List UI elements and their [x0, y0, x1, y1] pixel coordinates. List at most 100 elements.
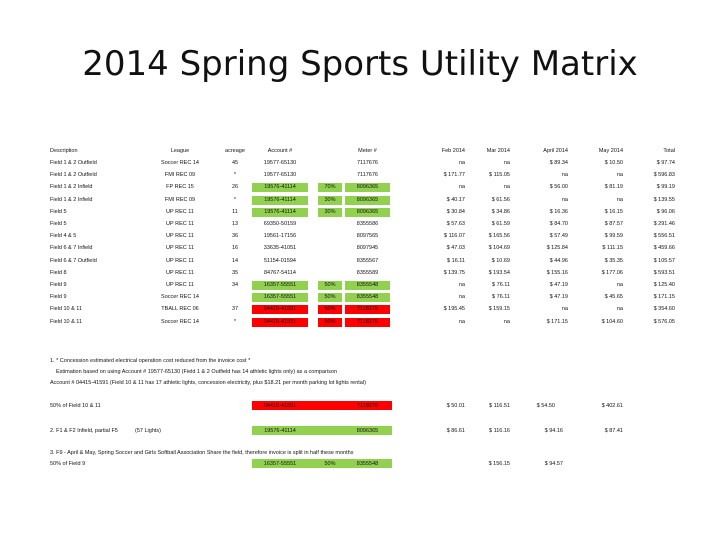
cell-may: $ 104.60 — [601, 318, 623, 325]
cell-league: Soccer REC 14 — [161, 318, 199, 325]
cell-feb: $ 171.77 — [443, 172, 465, 179]
cell-acct: 04415-41591 — [263, 306, 297, 313]
cell-apr: $ 47.19 — [549, 294, 568, 301]
cell-mar: $ 165.56 — [488, 233, 510, 240]
cell-meter: 7117676 — [356, 160, 378, 166]
cell-meter: 8355548 — [356, 294, 379, 301]
n2-total: $ 87.41 — [604, 428, 623, 434]
cell-apr: $ 89.34 — [549, 160, 568, 166]
highlight-pct — [318, 317, 342, 327]
cell-pct: 30% — [324, 196, 336, 203]
s3-acct: 16357-55551 — [263, 461, 297, 467]
cell-apr: na — [561, 172, 568, 179]
cell-acre: 26 — [231, 184, 239, 191]
cell-acre: 37 — [231, 306, 239, 313]
cell-apr: na — [561, 196, 568, 203]
cell-apr: $ 47.19 — [549, 282, 568, 288]
cell-may: na — [616, 172, 623, 179]
header-desc: Description — [50, 148, 78, 154]
cell-pct: 70% — [324, 184, 336, 191]
cell-feb: na — [458, 184, 465, 191]
cell-may: $ 87.57 — [604, 221, 623, 227]
n2-extra: (57 Lights) — [135, 428, 161, 434]
cell-feb: na — [458, 160, 465, 166]
cell-desc: Field 6 & 7 Infield — [50, 245, 93, 252]
cell-mar: $ 10.69 — [491, 257, 510, 264]
cell-feb: $ 16.11 — [447, 257, 465, 264]
cell-may: na — [616, 196, 623, 203]
s3-apr: $ 94.57 — [544, 461, 563, 467]
note-1b: Estimation based on using Account # 1957… — [56, 369, 337, 375]
cell-league: UP REC 11 — [166, 257, 194, 264]
highlight-pct — [318, 183, 342, 193]
cell-acre: 36 — [231, 233, 239, 240]
cell-feb: $ 116.07 — [443, 233, 465, 240]
cell-meter: 8355589 — [356, 269, 379, 276]
cell-total: $ 105.57 — [653, 257, 675, 264]
header-total: Total — [663, 148, 675, 154]
s1-acct: 04415-41591 — [263, 403, 297, 409]
highlight-n2 — [252, 426, 392, 435]
cell-meter: 8355567 — [356, 257, 379, 264]
page-title: 2014 Spring Sports Utility Matrix — [82, 44, 638, 84]
highlight-meter — [345, 183, 390, 193]
cell-league: UP REC 11 — [166, 282, 194, 288]
cell-may: na — [616, 306, 623, 313]
cell-league: UP REC 11 — [166, 269, 194, 276]
cell-acct: 19577-65130 — [263, 172, 297, 179]
cell-feb: $ 139.75 — [443, 269, 465, 276]
cell-league: FMI REC 09 — [164, 196, 196, 203]
cell-acct: 33635-41051 — [263, 245, 297, 252]
highlight-meter — [345, 281, 390, 290]
cell-league: Soccer REC 14 — [161, 160, 199, 166]
cell-desc: Field 1 & 2 Infield — [50, 184, 93, 191]
cell-apr: $ 155.16 — [546, 269, 568, 276]
cell-acct: 51154-01594 — [263, 257, 296, 264]
cell-mar: $ 76.11 — [492, 294, 510, 301]
highlight-pct — [318, 293, 342, 303]
cell-may: $ 45.65 — [604, 294, 623, 301]
cell-total: $ 97.74 — [656, 160, 675, 166]
cell-acct: 19577-65130 — [263, 160, 297, 166]
cell-desc: Field 9 — [50, 294, 67, 301]
s3-mar: $ 156.15 — [488, 461, 510, 467]
highlight-meter — [345, 207, 390, 217]
cell-meter: 8097565 — [356, 233, 379, 240]
cell-apr: $ 57.49 — [549, 233, 568, 240]
header-apr: April 2014 — [543, 148, 568, 154]
cell-league: UP REC 11 — [166, 208, 194, 215]
s1-mar: $ 116.51 — [488, 403, 510, 409]
cell-mar: $ 159.15 — [488, 306, 510, 313]
s1-total: $ 402.61 — [601, 403, 623, 409]
cell-acct: 19576-41114 — [264, 184, 296, 191]
cell-league: UP REC 11 — [166, 233, 194, 240]
cell-mar: $ 61.56 — [491, 196, 510, 203]
cell-acre: * — [233, 172, 237, 179]
cell-acct: 04415-41591 — [263, 318, 297, 325]
cell-mar: na — [503, 318, 510, 325]
cell-pct: 50% — [324, 306, 336, 313]
cell-meter: 8097945 — [356, 245, 379, 252]
header-league: League — [170, 148, 190, 154]
cell-pct: 50% — [324, 294, 336, 301]
cell-total: $ 556.51 — [653, 233, 675, 240]
cell-apr: $ 171.15 — [546, 318, 568, 325]
cell-meter: 8096365 — [356, 196, 379, 203]
highlight-acct — [252, 305, 308, 315]
cell-desc: Field 5 — [50, 221, 67, 227]
cell-acre: 34 — [231, 282, 239, 288]
cell-desc: Field 1 & 2 Outfield — [50, 160, 97, 166]
cell-mar: na — [503, 160, 510, 166]
cell-acre: 35 — [231, 269, 239, 276]
cell-acre: 16 — [231, 245, 239, 252]
cell-meter: 8096365 — [356, 208, 379, 215]
highlight-s3 — [252, 459, 392, 468]
cell-acct: 19561-17156 — [263, 233, 297, 240]
cell-league: Soccer REC 14 — [161, 294, 199, 301]
cell-acct: 16357-55551 — [263, 294, 297, 301]
n2-meter: 8096365 — [356, 428, 379, 434]
cell-league: FMI REC 09 — [164, 172, 196, 179]
n2-acct: 19576-41114 — [264, 428, 296, 434]
cell-may: $ 111.15 — [602, 245, 623, 252]
cell-feb: $ 195.45 — [443, 306, 465, 313]
